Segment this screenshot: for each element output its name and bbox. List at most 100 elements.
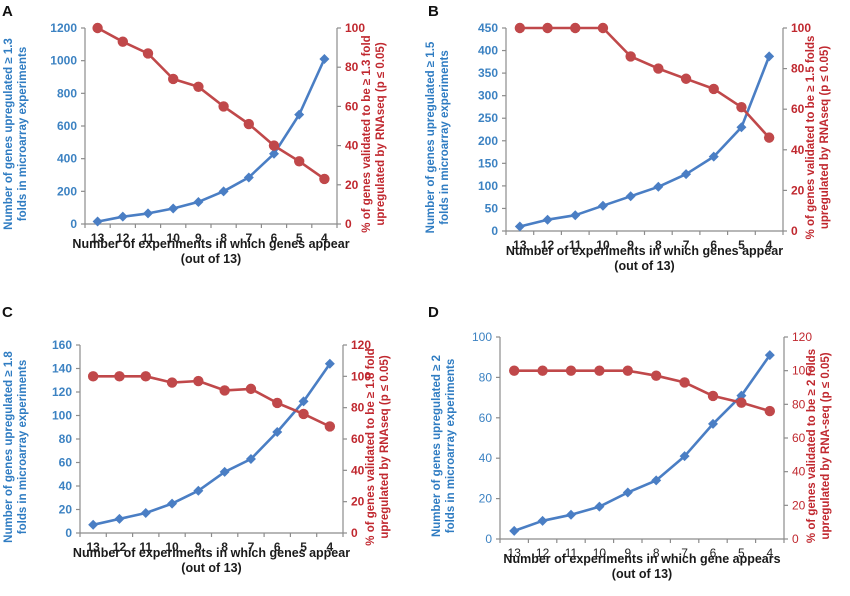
right-tick-label: 60	[345, 99, 359, 113]
data-point-microarray	[736, 122, 747, 133]
left-tick-label: 80	[59, 432, 73, 446]
left-tick-label: 50	[485, 201, 499, 215]
x-tick-label: 7	[681, 546, 688, 560]
data-point-microarray	[324, 358, 335, 369]
left-tick-label: 800	[57, 86, 77, 100]
series-line-microarray	[92, 363, 331, 527]
left-tick-label: 1000	[50, 54, 77, 68]
right-tick-label: 0	[791, 224, 798, 238]
left-tick-label: 400	[478, 44, 498, 58]
left-tick-label: 0	[485, 532, 492, 546]
left-tick-label: 140	[52, 362, 72, 376]
data-point-rnaseq	[92, 22, 103, 34]
left-tick-label: 100	[52, 409, 72, 423]
left-tick-label: 200	[478, 134, 498, 148]
data-point-rnaseq	[597, 22, 609, 34]
right-tick-label: 100	[792, 364, 812, 378]
data-point-microarray	[537, 515, 548, 526]
data-point-microarray	[570, 210, 581, 221]
data-point-rnaseq	[298, 408, 309, 420]
data-point-microarray	[143, 208, 153, 219]
data-point-rnaseq	[319, 173, 330, 185]
right-axis-title: % of genes validated to be ≥ 1.5 folds	[805, 36, 817, 240]
data-point-rnaseq	[707, 390, 719, 402]
series-line-microarray	[513, 354, 771, 533]
data-point-microarray	[298, 396, 309, 407]
right-tick-label: 120	[792, 330, 812, 344]
data-point-microarray	[514, 221, 525, 232]
left-tick-label: 300	[478, 89, 498, 103]
left-tick-label: 150	[478, 156, 498, 170]
data-point-rnaseq	[736, 101, 747, 113]
data-point-microarray	[597, 200, 608, 211]
series-line-rnaseq	[93, 374, 331, 428]
x-tick-label: 5	[738, 238, 745, 252]
left-axis-title: Number of genes upregulated ≥ 1.8	[3, 351, 15, 543]
left-tick-label: 20	[59, 503, 73, 517]
panel-letter: D	[428, 304, 439, 321]
panel-d: D 0 20 40 60 80 100 0 20 40 60 80 100 120 13 12 11 10 9 8 7 6…	[428, 304, 832, 581]
series-line-microarray	[97, 58, 326, 223]
left-tick-label: 350	[478, 66, 498, 80]
data-point-microarray	[243, 172, 254, 183]
left-tick-label: 600	[57, 119, 77, 133]
right-tick-label: 40	[351, 463, 365, 477]
data-point-rnaseq	[537, 365, 548, 376]
x-tick-label: 7	[683, 238, 690, 252]
left-tick-label: 160	[52, 338, 72, 352]
x-tick-label: 9	[195, 231, 202, 245]
panel-c: C 0 20 40 60 80 100 120 140 160 0 20 40 60 80 100 120 13 1…	[2, 304, 391, 575]
left-axis-title: folds in microarray experiments	[439, 50, 451, 224]
panel-b: B 0 50 100 150 200 250 300 350 400 450 0 20 40 60 80 100…	[425, 3, 831, 273]
data-point-rnaseq	[218, 101, 229, 112]
data-point-microarray	[764, 350, 775, 361]
right-tick-label: 20	[351, 495, 365, 509]
series-line-microarray	[519, 55, 771, 228]
x-tick-label: 9	[624, 546, 631, 560]
x-tick-label: 8	[220, 231, 227, 245]
data-point-microarray	[319, 54, 330, 65]
x-axis-title: Number of experiments in which genes app…	[506, 244, 783, 258]
data-point-rnaseq	[219, 385, 230, 396]
data-point-microarray	[736, 390, 747, 401]
left-tick-label: 80	[479, 370, 493, 384]
data-point-rnaseq	[117, 36, 128, 47]
data-point-microarray	[681, 169, 692, 180]
data-point-rnaseq	[763, 132, 775, 143]
x-tick-label: 6	[274, 540, 281, 554]
x-tick-label: 5	[738, 546, 745, 560]
right-tick-label: 0	[345, 217, 352, 231]
x-axis-title: (out of 13)	[614, 259, 674, 273]
data-point-microarray	[708, 418, 718, 429]
right-axis-title: upregulated by RNAseq (p ≤ 0.05)	[379, 355, 391, 538]
x-tick-label: 9	[627, 238, 634, 252]
x-tick-label: 11	[569, 238, 582, 252]
left-axis-title: folds in microarray experiments	[17, 47, 29, 221]
left-tick-label: 0	[65, 526, 72, 540]
data-point-rnaseq	[565, 365, 577, 376]
x-tick-label: 6	[271, 231, 278, 245]
left-tick-label: 400	[57, 152, 77, 166]
right-tick-label: 0	[351, 526, 358, 540]
right-tick-label: 100	[791, 21, 811, 35]
x-tick-label: 8	[655, 238, 662, 252]
right-axis-title: upregulated by RNA-seq (p ≤ 0.05)	[820, 352, 832, 539]
data-point-rnaseq	[651, 370, 662, 381]
x-tick-label: 7	[245, 231, 252, 245]
left-tick-label: 40	[479, 451, 493, 465]
data-point-rnaseq	[193, 81, 204, 93]
x-axis-title: Number of experiments in which genes app…	[72, 237, 349, 251]
x-tick-label: 12	[541, 238, 555, 252]
x-tick-label: 9	[195, 540, 202, 554]
x-axis-title: (out of 13)	[181, 561, 241, 575]
right-tick-label: 80	[791, 62, 805, 76]
right-tick-label: 40	[792, 465, 806, 479]
data-point-microarray	[117, 211, 128, 222]
data-point-rnaseq	[243, 118, 254, 130]
x-axis-title: Number of experiments in which gene appe…	[503, 552, 780, 566]
x-tick-label: 6	[710, 238, 717, 252]
right-tick-label: 100	[351, 369, 371, 383]
data-point-microarray	[140, 508, 151, 519]
data-point-microarray	[269, 148, 279, 159]
